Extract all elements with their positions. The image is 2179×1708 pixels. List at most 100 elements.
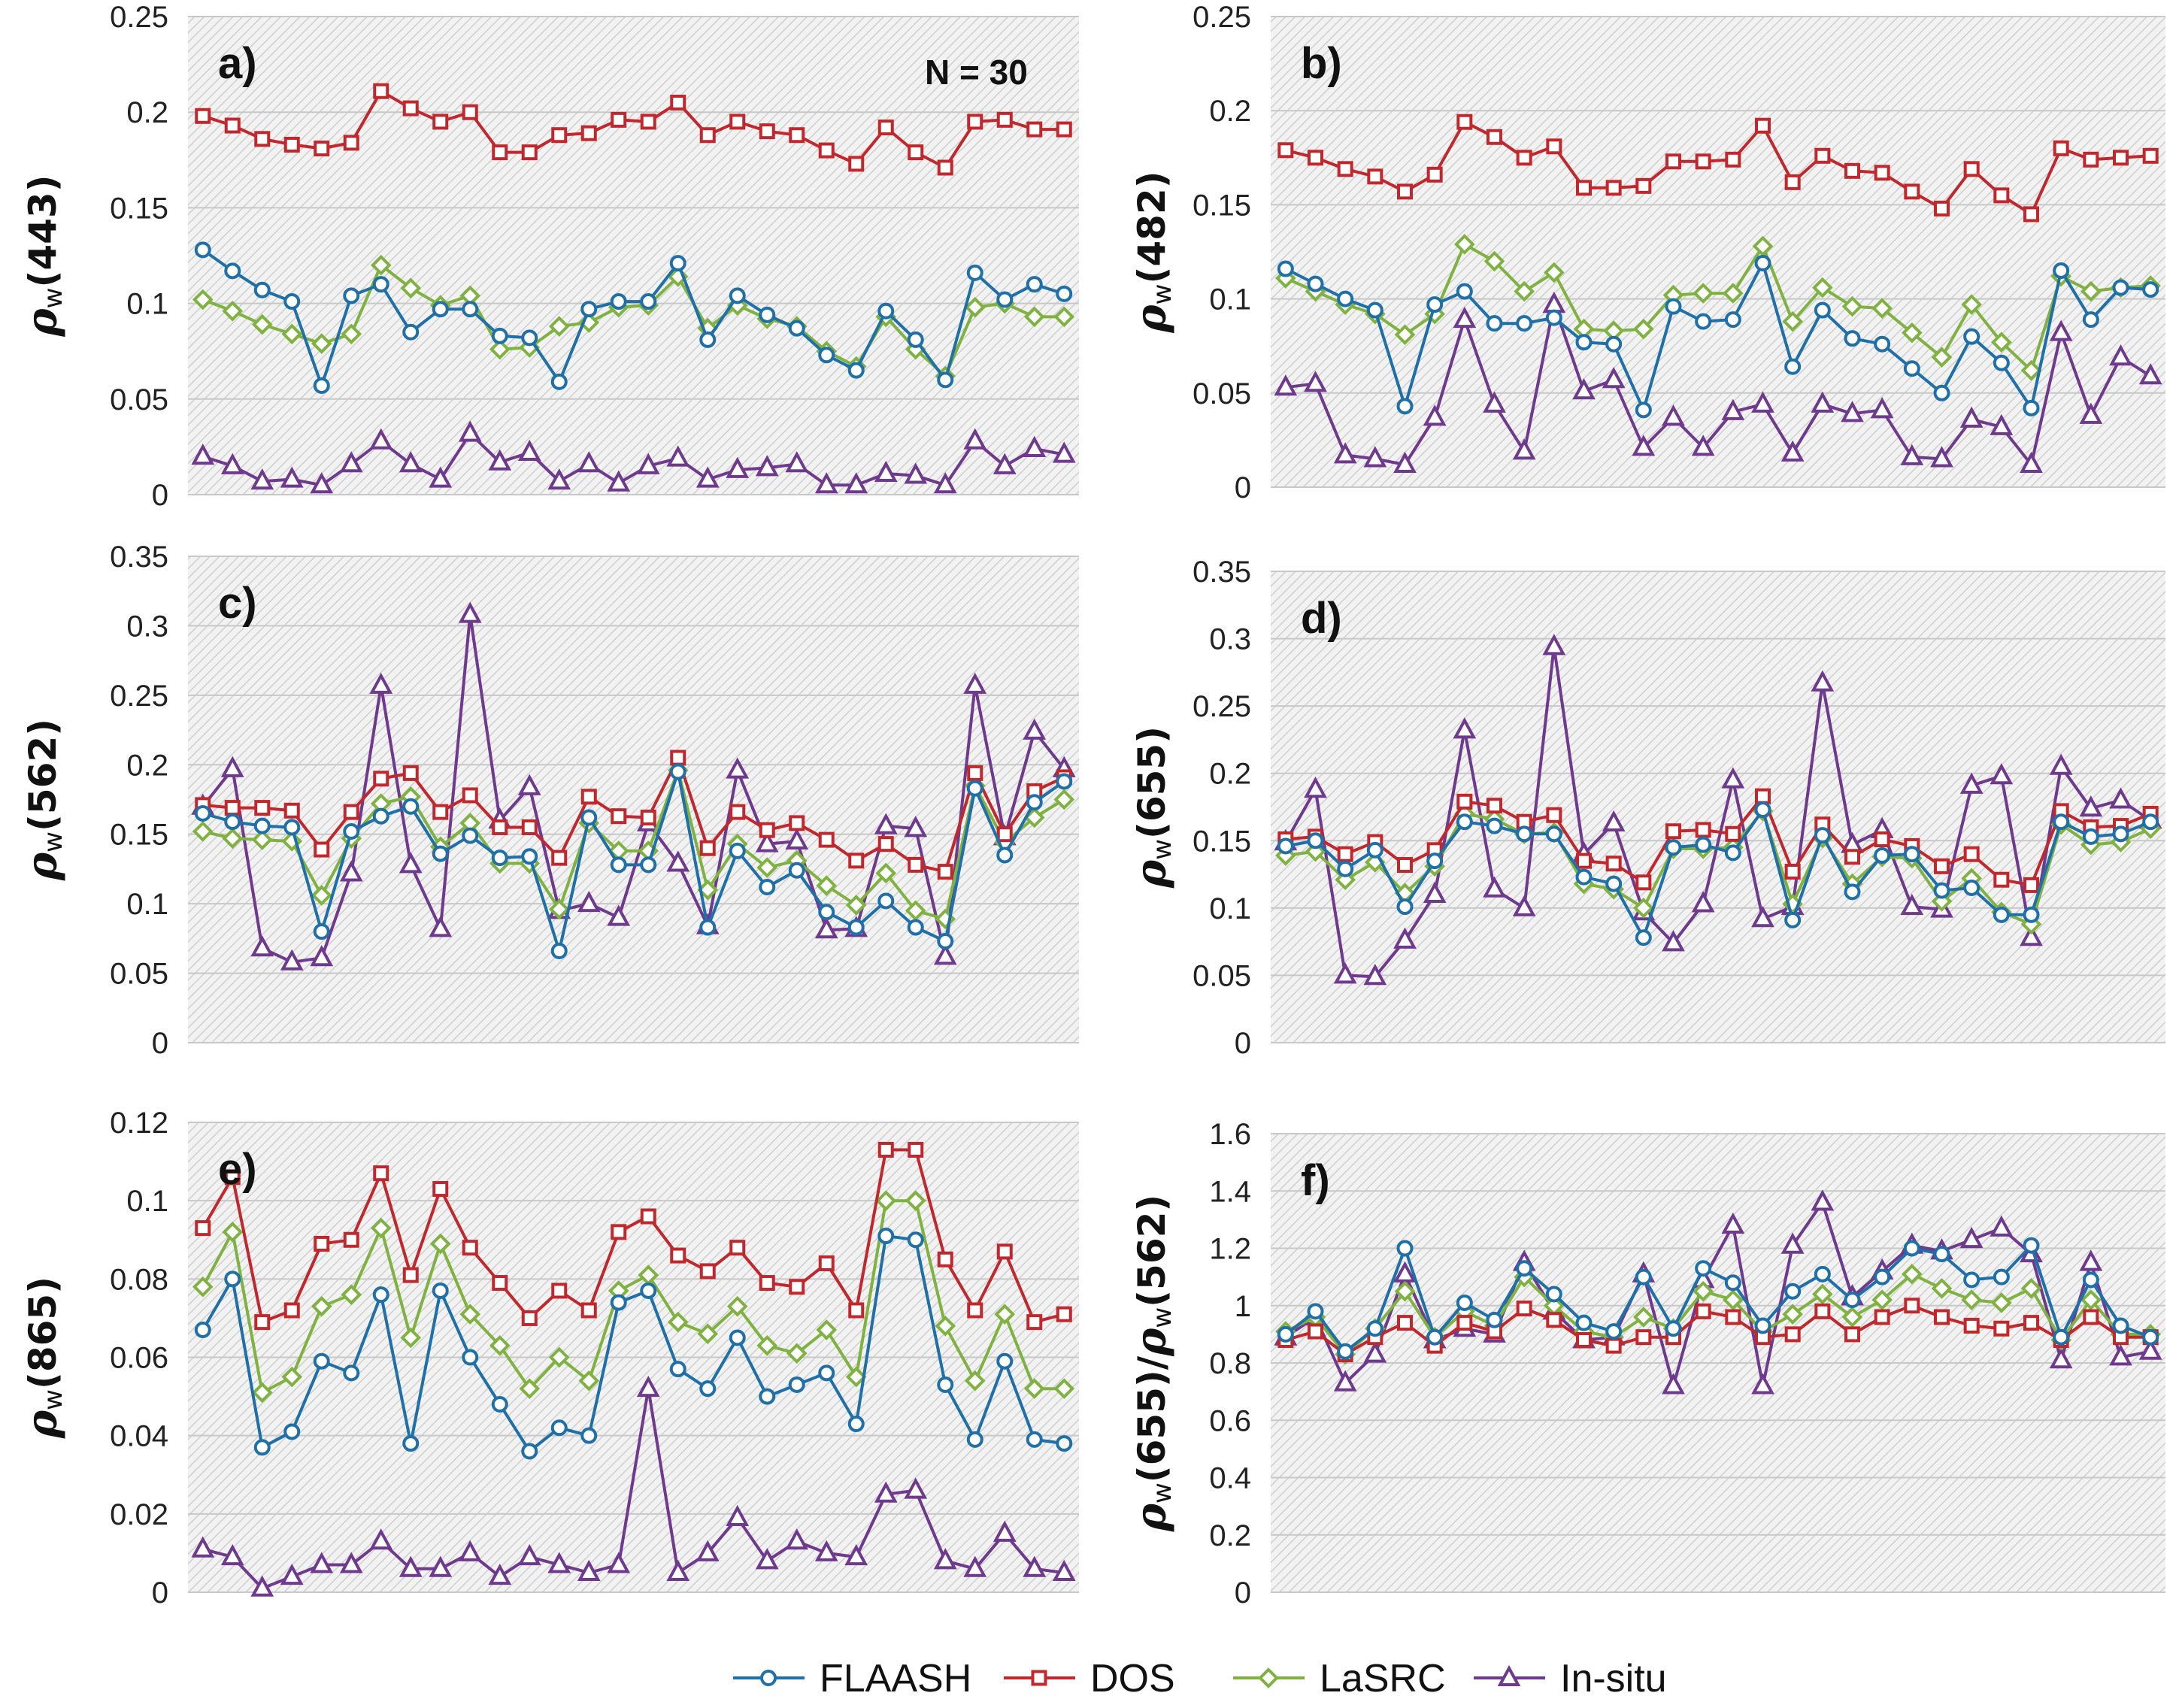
flaash-point <box>402 323 420 341</box>
in-situ-point <box>488 1563 512 1585</box>
in-situ-point <box>429 916 453 937</box>
flaash-point <box>847 919 865 936</box>
flaash-point <box>966 264 983 281</box>
in-situ-point <box>1900 444 1924 465</box>
flaash-point <box>2142 1328 2159 1346</box>
dos-point <box>1605 1337 1622 1354</box>
in-situ-point <box>874 1481 898 1503</box>
in-situ-point <box>636 1375 660 1398</box>
dos-point <box>373 771 389 787</box>
dos-point <box>195 108 211 124</box>
flaash-point <box>253 1439 271 1456</box>
legend-label: LaSRC <box>1320 1657 1446 1700</box>
dos-point <box>729 114 746 130</box>
in-situ-point <box>458 420 482 442</box>
y-tick-label: 0.25 <box>110 1 168 34</box>
dos-point <box>908 856 924 873</box>
dos-point <box>937 159 953 176</box>
flaash-point <box>313 1352 330 1370</box>
dos-point <box>1874 1309 1890 1325</box>
plot-area <box>188 17 1079 495</box>
flaash-point <box>907 919 924 936</box>
in-situ-point <box>2020 925 2043 946</box>
flaash-point <box>669 255 686 272</box>
flaash-point <box>1903 360 1920 377</box>
flaash-point <box>432 845 449 862</box>
flaash-point <box>1993 354 2010 371</box>
legend-flaash-point <box>760 1670 777 1686</box>
dos-point <box>699 840 716 856</box>
dos-point <box>670 750 686 766</box>
dos-point <box>254 131 271 147</box>
lasrc-point <box>1023 306 1045 328</box>
in-situ-point <box>1512 895 1536 916</box>
panel-label: e) <box>218 1145 257 1194</box>
in-situ-point <box>785 1528 809 1550</box>
dos-point <box>759 123 775 140</box>
flaash-point <box>907 331 924 348</box>
flaash-point <box>1963 328 1980 345</box>
dos-point <box>2053 140 2069 156</box>
dos-point <box>551 1283 568 1299</box>
in-situ-point <box>280 949 304 971</box>
panel-label: d) <box>1301 594 1342 643</box>
dos-point <box>1605 180 1622 196</box>
y-tick-label: 0.3 <box>1209 623 1251 656</box>
in-situ-point <box>250 935 274 957</box>
flaash-point <box>521 848 538 865</box>
in-situ-point <box>1453 306 1477 329</box>
y-tick-label: 0.2 <box>126 749 168 782</box>
lasrc-point <box>311 333 332 354</box>
lasrc-point <box>281 1366 303 1388</box>
in-situ-point <box>517 439 541 462</box>
flaash-point <box>2023 399 2040 416</box>
in-situ-point <box>1959 1226 1984 1249</box>
flaash-point <box>1874 1268 1891 1286</box>
flaash-point <box>1635 1268 1652 1286</box>
in-situ-point <box>369 672 393 694</box>
flaash-point <box>2053 262 2070 280</box>
lasrc-point <box>192 289 214 310</box>
lasrc-point <box>222 1222 244 1243</box>
dos-point <box>1963 846 1980 862</box>
lasrc-point <box>875 862 897 884</box>
in-situ-point <box>1721 398 1745 420</box>
flaash-point <box>1307 1303 1324 1320</box>
in-situ-point <box>1811 1189 1835 1211</box>
in-situ-point <box>280 466 304 488</box>
in-situ-point <box>369 1528 393 1550</box>
dos-point <box>1056 121 1072 138</box>
flaash-point <box>1456 1294 1473 1311</box>
in-situ-point <box>2109 1344 2132 1366</box>
flaash-point <box>640 856 657 874</box>
in-situ-point <box>874 460 898 483</box>
dos-point <box>1426 166 1443 183</box>
dos-point <box>1605 856 1622 872</box>
flaash-point <box>194 804 211 822</box>
flaash-point <box>1545 825 1562 843</box>
dos-point <box>402 100 419 117</box>
flaash-point <box>1426 852 1444 870</box>
y-tick-label: 1 <box>1235 1290 1251 1323</box>
in-situ-point <box>191 443 215 465</box>
dos-point <box>314 841 330 858</box>
in-situ-point <box>2020 451 2043 473</box>
lasrc-point <box>2020 359 2042 381</box>
y-tick-label: 0.1 <box>126 288 168 321</box>
lasrc-point <box>816 1319 838 1340</box>
flaash-point <box>1366 301 1383 319</box>
sample-count-label: N = 30 <box>925 53 1028 92</box>
lasrc-point <box>1812 1283 1833 1305</box>
flaash-point <box>1933 384 1950 401</box>
dos-point <box>640 1208 656 1225</box>
in-situ-point <box>1662 930 1685 952</box>
dos-point <box>848 852 865 869</box>
flaash-point <box>1516 315 1533 332</box>
flaash-point <box>2023 1237 2040 1254</box>
lasrc-point <box>400 277 422 299</box>
in-situ-point <box>1423 881 1447 903</box>
in-situ-point <box>1333 442 1357 464</box>
in-situ-point <box>844 1543 868 1566</box>
y-tick-label: 0 <box>152 1576 168 1610</box>
